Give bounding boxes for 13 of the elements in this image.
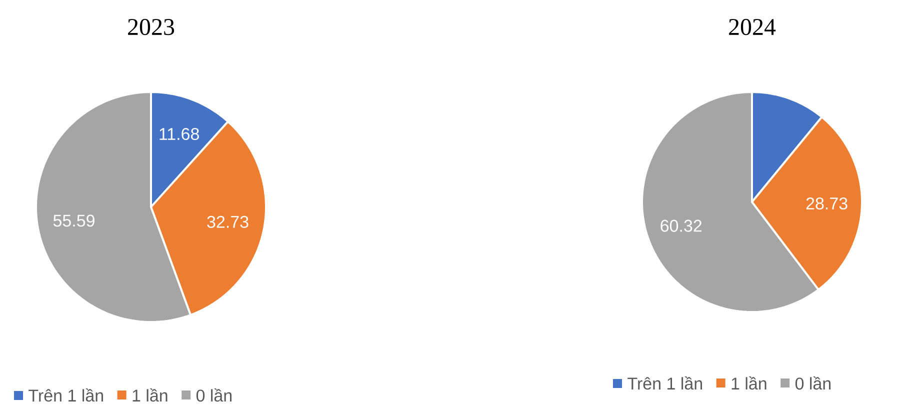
data-label: 32.73 xyxy=(207,216,248,228)
legend-label: 0 lần xyxy=(795,376,831,390)
data-label: 28.73 xyxy=(806,197,848,210)
legend-label: 1 lần xyxy=(732,376,766,390)
data-label: 60.32 xyxy=(660,220,702,232)
legend-label: 1 lần xyxy=(132,388,168,402)
chart-title: 2023 xyxy=(128,18,174,36)
legend-label: Trên 1 lần xyxy=(28,388,103,402)
legend-label: 0 lần xyxy=(196,388,232,402)
legend-label: Trên 1 lần xyxy=(628,376,702,390)
data-label: 55.59 xyxy=(53,214,94,227)
data-label: 11.68 xyxy=(160,128,199,140)
chart-title: 2024 xyxy=(729,18,776,36)
